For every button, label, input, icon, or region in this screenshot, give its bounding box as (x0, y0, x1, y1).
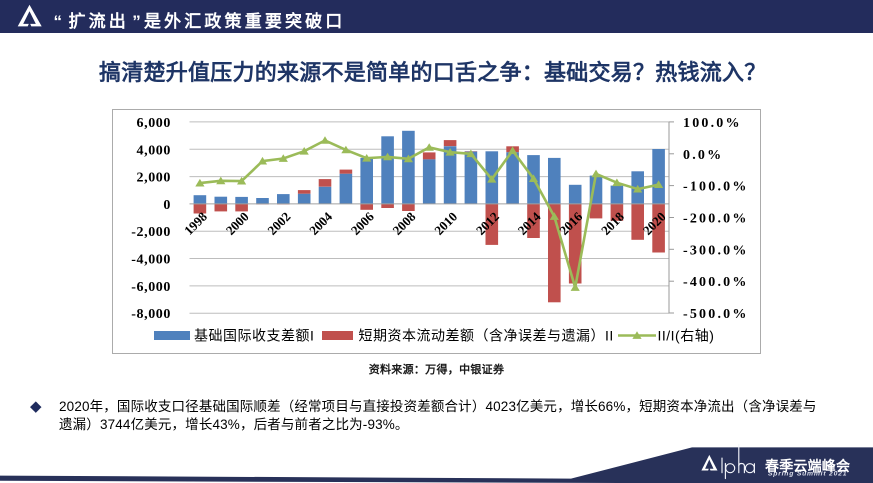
svg-text:II/I(右轴): II/I(右轴) (658, 328, 715, 344)
svg-text:2002: 2002 (264, 209, 293, 238)
svg-text:-300.0%: -300.0% (683, 243, 749, 258)
svg-text:-6,000: -6,000 (131, 280, 171, 295)
svg-text:-200.0%: -200.0% (683, 212, 749, 227)
svg-text:2006: 2006 (348, 209, 377, 238)
svg-text:100.0%: 100.0% (683, 116, 742, 131)
svg-text:-4,000: -4,000 (131, 253, 171, 268)
svg-text:基础国际收支差额I: 基础国际收支差额I (194, 328, 314, 344)
svg-text:4,000: 4,000 (137, 143, 172, 158)
svg-text:2000: 2000 (223, 209, 252, 238)
svg-text:-400.0%: -400.0% (683, 275, 749, 290)
svg-text:-500.0%: -500.0% (683, 307, 749, 322)
svg-text:-8,000: -8,000 (131, 307, 171, 322)
svg-text:0.0%: 0.0% (683, 148, 723, 163)
svg-text:2004: 2004 (306, 209, 335, 238)
svg-text:2010: 2010 (431, 209, 460, 238)
svg-text:2008: 2008 (390, 209, 419, 238)
svg-text:-100.0%: -100.0% (683, 180, 749, 195)
svg-text:6,000: 6,000 (137, 116, 172, 131)
svg-text:2,000: 2,000 (137, 171, 172, 186)
svg-text:-2,000: -2,000 (131, 225, 171, 240)
svg-text:0: 0 (163, 198, 171, 213)
svg-text:短期资本流动差额（含净误差与遗漏）II: 短期资本流动差额（含净误差与遗漏）II (359, 328, 614, 344)
